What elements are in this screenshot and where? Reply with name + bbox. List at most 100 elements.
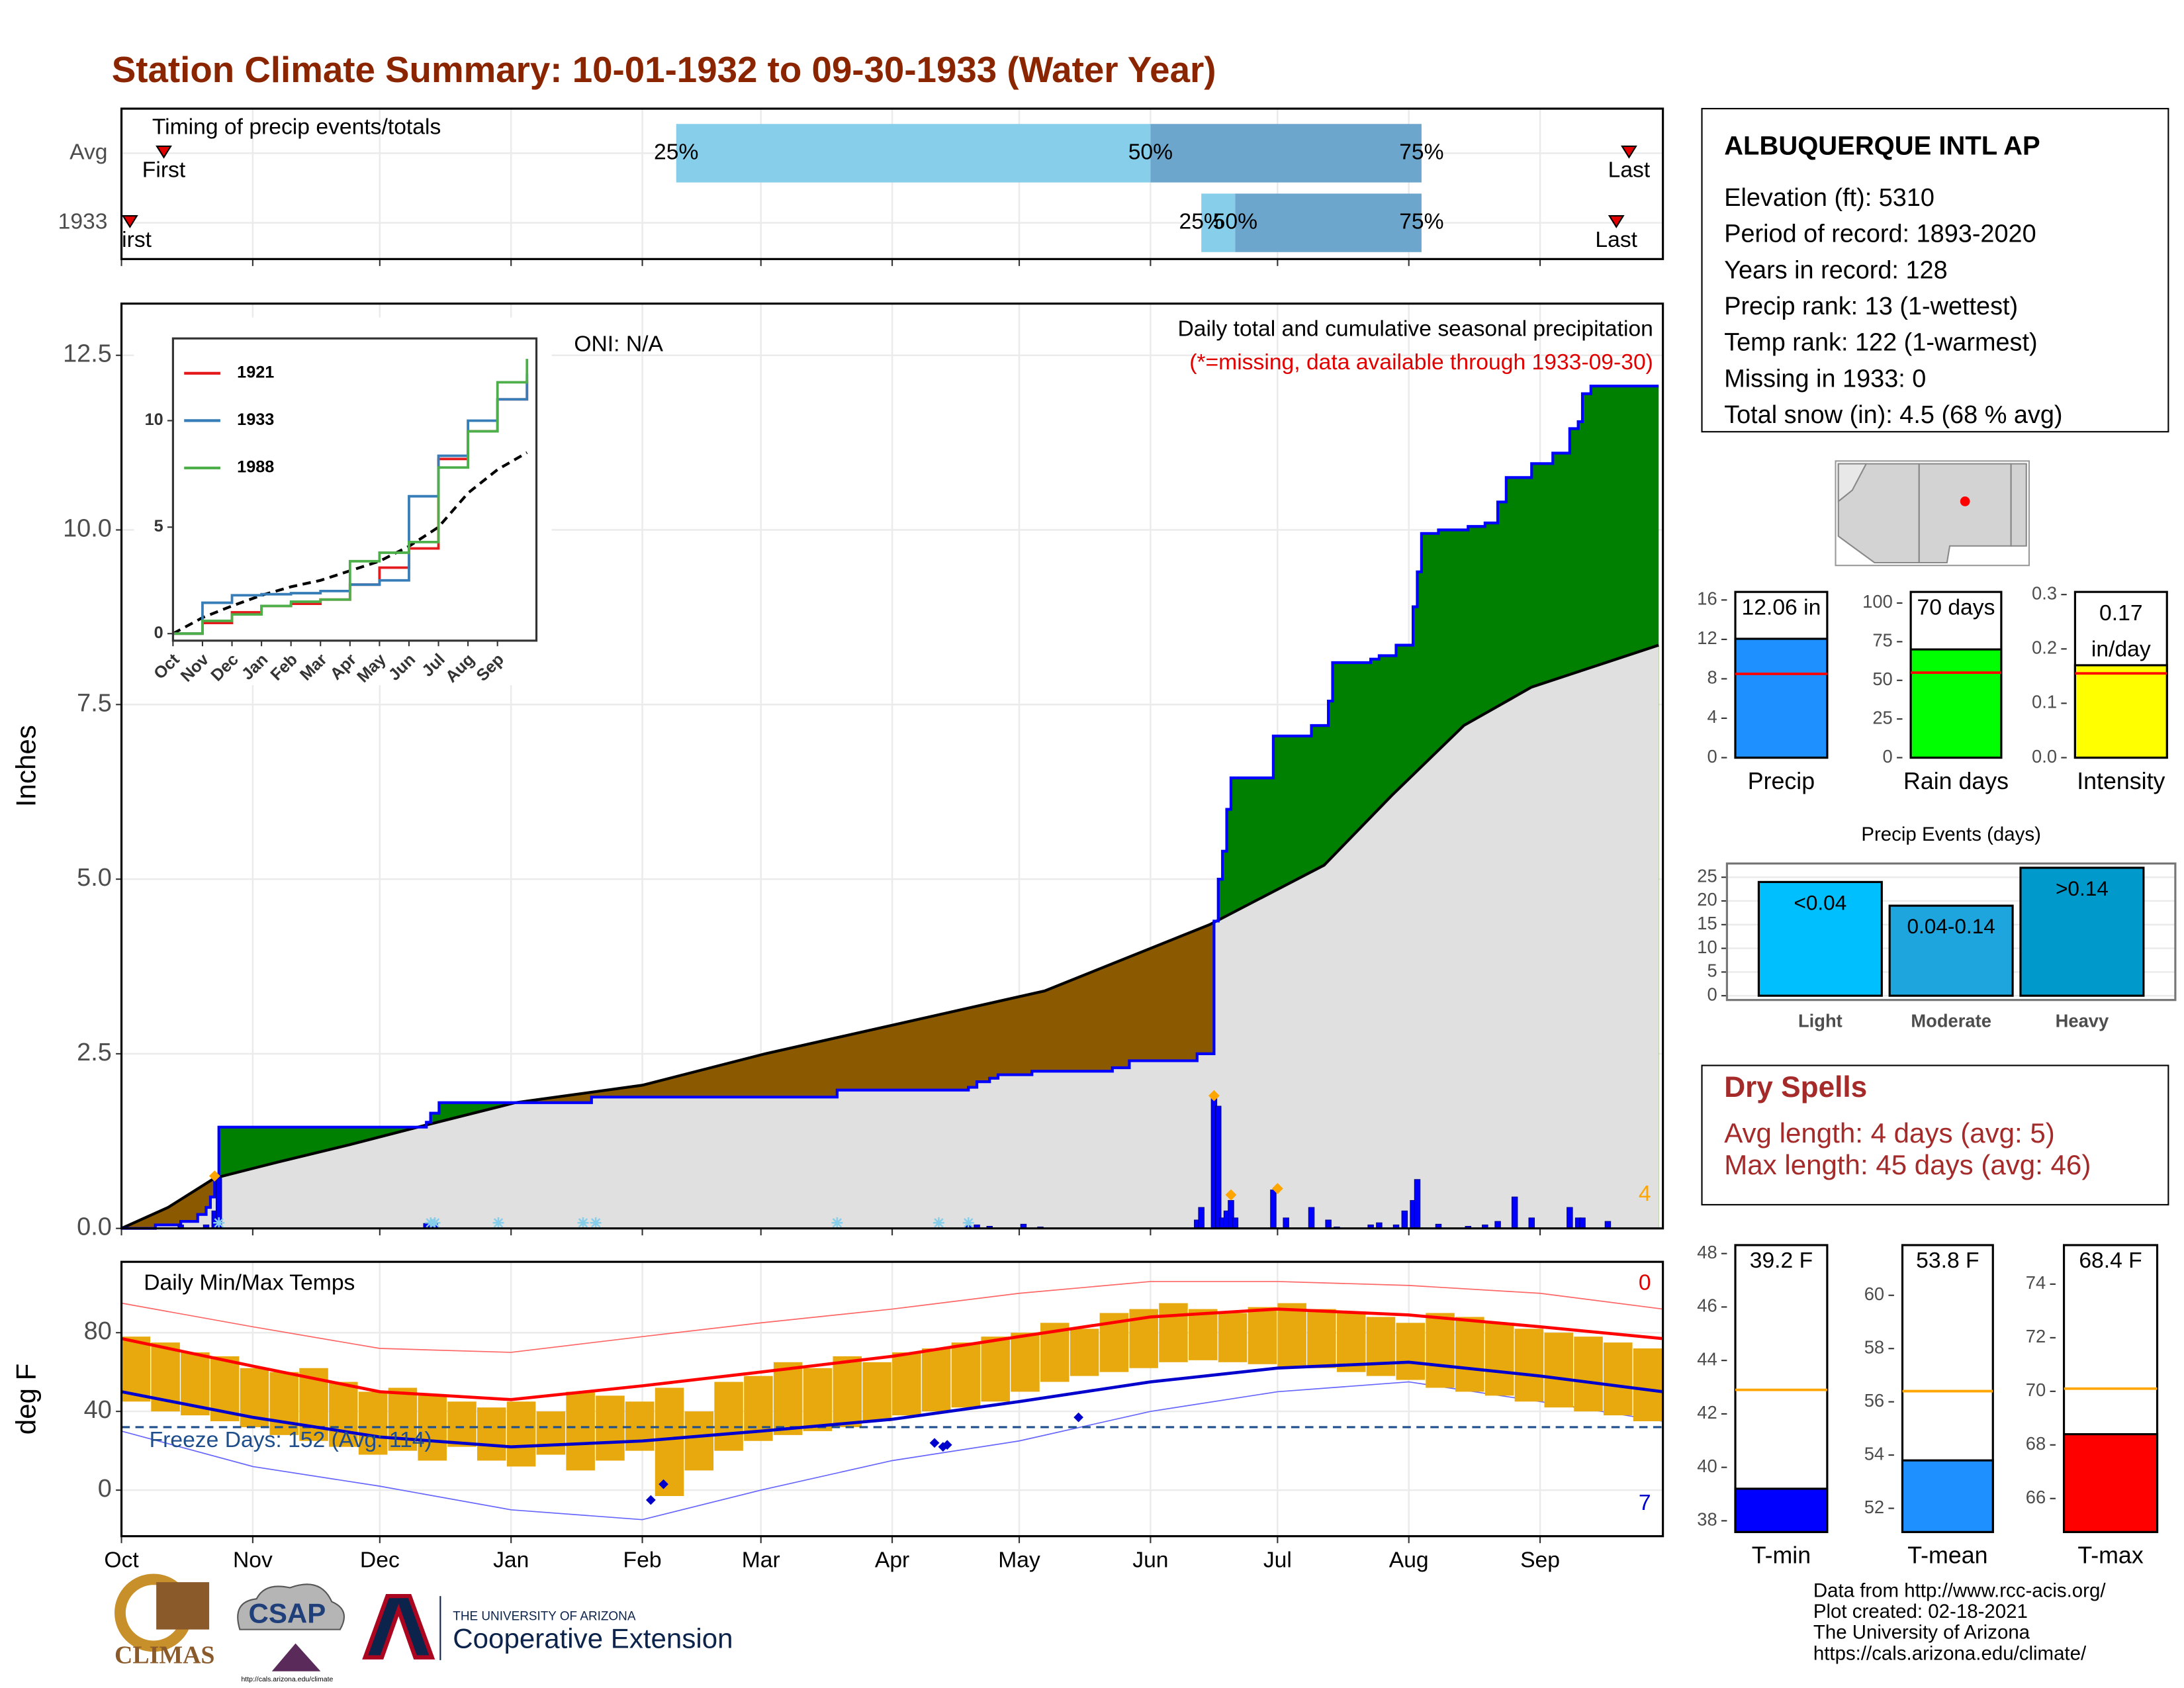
dry-spells-line: Max length: 45 days (avg: 46) xyxy=(1724,1149,2091,1180)
temperature-bar xyxy=(269,1372,299,1435)
value-label: 68.4 F xyxy=(2079,1248,2142,1273)
locator-map xyxy=(1835,460,2030,567)
footer-line: Plot created: 02-18-2021 xyxy=(1813,1601,2028,1622)
y-tick-label: 12 xyxy=(1697,628,1717,648)
panel-label: Timing of precip events/totals xyxy=(152,115,441,139)
chart-title: Daily total and cumulative seasonal prec… xyxy=(1177,317,1653,342)
climas-logo-text: CLIMAS xyxy=(114,1641,214,1669)
footer-line: The University of Arizona xyxy=(1813,1622,2030,1644)
temperature-bar xyxy=(536,1411,566,1455)
snow-marker xyxy=(1271,1183,1283,1194)
temperature-bar xyxy=(506,1401,536,1467)
y-tick-label: 46 xyxy=(1697,1295,1717,1316)
event-marker xyxy=(1608,215,1625,228)
event-marker xyxy=(156,145,172,159)
legend-label: 1921 xyxy=(237,363,274,382)
ua-logo-text: THE UNIVERSITY OF ARIZONA xyxy=(453,1610,636,1624)
x-tick-label: Intensity xyxy=(2077,768,2165,794)
bar xyxy=(1757,880,1883,997)
x-tick-label: Light xyxy=(1798,1011,1843,1031)
quartile-label: 25% xyxy=(654,140,698,164)
y-axis-label: deg F xyxy=(11,1364,42,1435)
series-line xyxy=(173,359,529,635)
bar xyxy=(2073,664,2168,759)
daily-bar xyxy=(1215,1105,1222,1229)
panel-border xyxy=(120,107,1664,260)
ua-logo-text: Cooperative Extension xyxy=(453,1623,733,1654)
y-tick-label: 10 xyxy=(145,410,163,429)
temperature-bar xyxy=(1633,1348,1662,1422)
normal-max-line xyxy=(121,1307,1663,1401)
x-tick-label: Jun xyxy=(1132,1548,1168,1572)
station-info: Missing in 1933: 0 xyxy=(1724,365,1926,393)
map-state xyxy=(2010,463,2027,547)
panel-border xyxy=(120,303,1664,1230)
temperature-marks xyxy=(121,1281,1663,1521)
y-tick-label: 0.3 xyxy=(2032,583,2057,603)
bar xyxy=(2062,1433,2159,1533)
y-tick-label: 0 xyxy=(1883,746,1893,767)
y-tick-label: 20 xyxy=(1697,889,1717,910)
y-tick-label: 80 xyxy=(84,1317,112,1345)
y-tick-label: 10 xyxy=(1697,937,1717,957)
quartile-bar xyxy=(1235,193,1422,252)
y-tick-label: 66 xyxy=(2026,1487,2046,1507)
chart-title: Precip Events (days) xyxy=(1861,823,2041,845)
y-axis-label: Inches xyxy=(11,725,42,807)
temperature-bar xyxy=(1277,1303,1306,1368)
bar xyxy=(1888,904,2014,997)
y-tick-label: 42 xyxy=(1697,1402,1717,1423)
map-state xyxy=(1837,463,1868,503)
snow-count: 4 xyxy=(1639,1182,1651,1206)
x-tick-label: Jan xyxy=(493,1548,529,1572)
y-tick-label: 0.2 xyxy=(2032,637,2057,658)
x-tick-label: T-min xyxy=(1752,1542,1811,1569)
missing-marker xyxy=(213,1217,225,1229)
event-label: Last xyxy=(1595,228,1637,252)
event-label: First xyxy=(109,228,152,252)
temperature-bar xyxy=(1366,1317,1396,1376)
legend-label: 1933 xyxy=(237,410,274,429)
daily-bar xyxy=(1604,1221,1612,1229)
record-low-marker xyxy=(659,1479,668,1489)
column-outline xyxy=(1734,1244,1829,1533)
y-tick-label: 38 xyxy=(1697,1509,1717,1530)
y-tick-label: 25 xyxy=(1872,707,1892,727)
temperature-bar xyxy=(714,1382,743,1451)
value-label: 53.8 F xyxy=(1916,1248,1979,1273)
missing-marker xyxy=(429,1217,441,1229)
temperature-bar xyxy=(833,1356,862,1427)
missing-marker xyxy=(962,1217,974,1229)
y-tick-label: 7.5 xyxy=(77,689,112,717)
daily-bar xyxy=(1511,1196,1518,1229)
y-tick-label: 0 xyxy=(154,624,163,642)
bar xyxy=(1909,648,2003,759)
logos: CLIMAS CSAP http://cals.arizona.edu/clim… xyxy=(114,1573,733,1683)
record-low-marker xyxy=(929,1438,940,1448)
x-tick-label: Oct xyxy=(104,1548,139,1572)
value-label: 39.2 F xyxy=(1750,1248,1813,1273)
chart-subtitle: (*=missing, data available through 1933-… xyxy=(1189,350,1653,375)
y-tick-label: 4 xyxy=(1707,706,1717,727)
x-tick-label: Nov xyxy=(233,1548,273,1572)
y-tick-label: 50 xyxy=(1872,669,1892,689)
temperature-bar xyxy=(1188,1309,1218,1360)
csap-url: http://cals.arizona.edu/climate xyxy=(241,1675,333,1683)
x-tick-label: T-mean xyxy=(1907,1542,1987,1569)
y-tick-label: 0 xyxy=(98,1475,112,1503)
csap-mountain xyxy=(271,1643,321,1671)
bar xyxy=(1734,637,1829,759)
station-name: ALBUQUERQUE INTL AP xyxy=(1724,132,2040,161)
y-tick-label: 68 xyxy=(2026,1433,2046,1454)
legend-label: 1988 xyxy=(237,458,274,477)
y-tick-label: 0 xyxy=(1707,746,1717,767)
temperature-bar xyxy=(1544,1333,1573,1408)
temperature-bar xyxy=(655,1387,684,1497)
page-title: Station Climate Summary: 10-01-1932 to 0… xyxy=(112,49,1216,90)
quartile-label: 75% xyxy=(1399,210,1443,234)
temperature-bar xyxy=(329,1382,358,1447)
station-info: Temp rank: 122 (1-warmest) xyxy=(1724,329,2037,357)
bar xyxy=(1901,1459,1994,1533)
